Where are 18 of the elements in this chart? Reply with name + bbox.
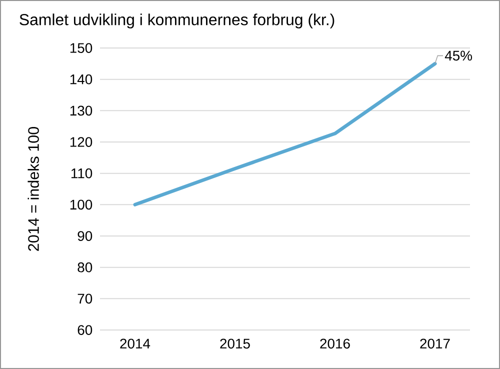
y-tick-label: 140 <box>70 74 92 84</box>
line-series <box>133 62 437 206</box>
x-tick-label: 2017 <box>420 338 450 349</box>
chart-title: Samlet udvikling i kommunernes forbrug (kr.) <box>20 14 334 28</box>
y-tick-label: 130 <box>70 106 92 116</box>
y-tick-label: 110 <box>71 168 92 178</box>
x-tick-label: 2015 <box>220 338 250 349</box>
y-tick-label: 100 <box>70 200 92 210</box>
y-tick-label: 120 <box>70 137 92 147</box>
x-tick-label: 2016 <box>320 338 350 349</box>
y-tick-label: 150 <box>70 43 92 53</box>
y-tick-label: 80 <box>78 262 92 272</box>
y-tick-label: 90 <box>78 231 92 241</box>
y-tick-label: 60 <box>78 325 92 335</box>
y-axis-title: 2014 = indeks 100 <box>28 126 39 251</box>
x-tick-label: 2014 <box>120 338 150 349</box>
annotation: 45% <box>444 50 472 61</box>
y-tick-label: 70 <box>78 294 92 304</box>
